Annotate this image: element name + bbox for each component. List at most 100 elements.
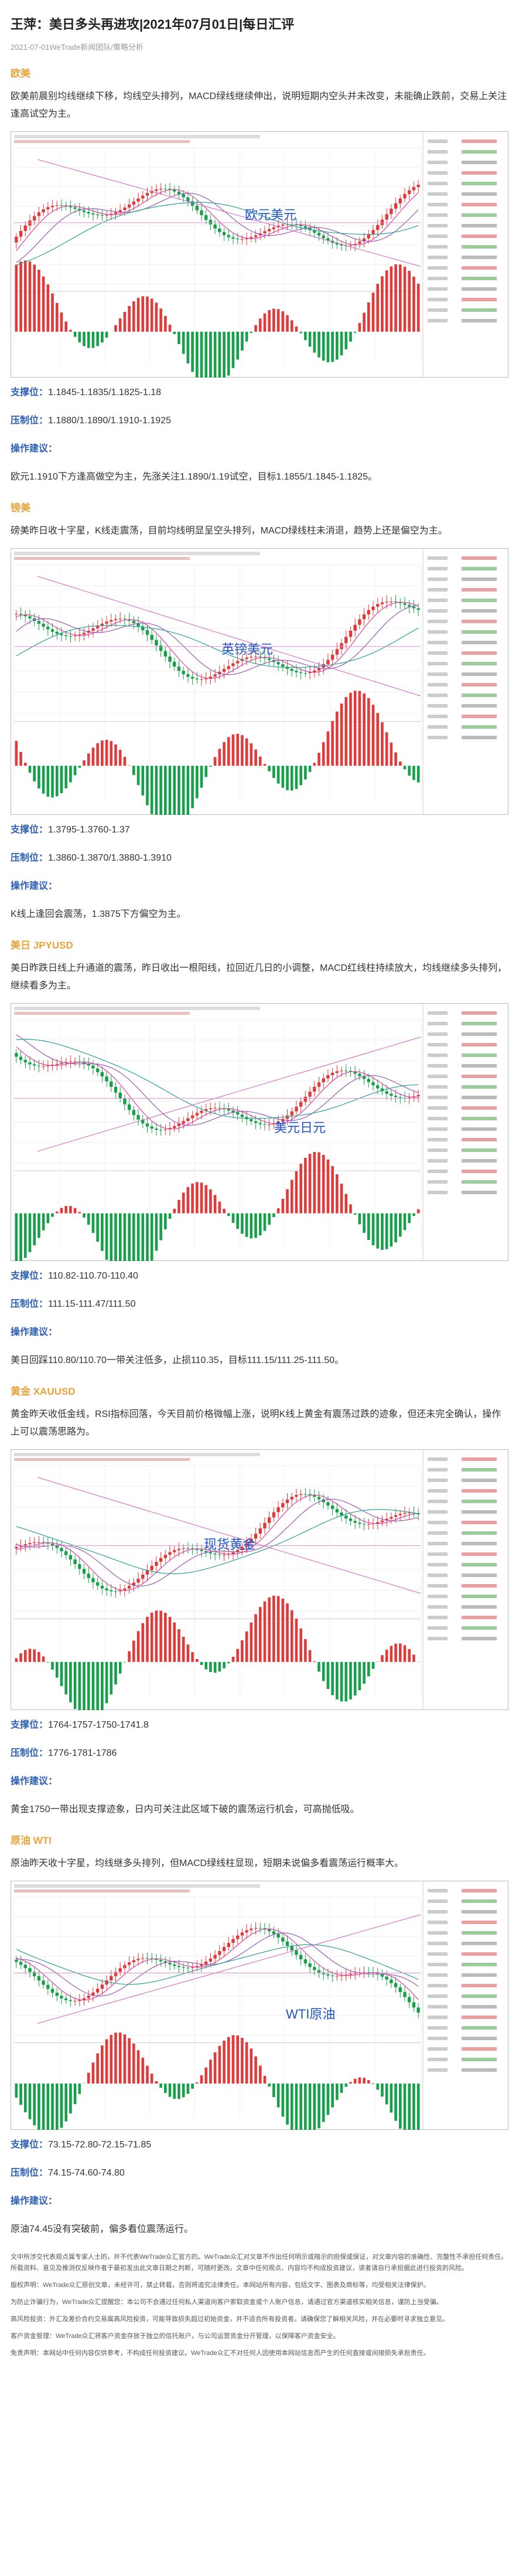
macd-bar xyxy=(182,1636,185,1662)
candle-body xyxy=(50,1989,54,1993)
macd-bar xyxy=(73,2084,77,2105)
panel-row xyxy=(462,171,497,175)
candle-body xyxy=(114,1972,118,1976)
panel-row xyxy=(428,577,448,581)
macd-bar xyxy=(105,739,108,766)
candle-body xyxy=(326,1075,330,1079)
section-heading: 欧美 xyxy=(11,68,30,79)
panel-row xyxy=(428,683,448,687)
candle-body xyxy=(60,1548,63,1552)
macd-bar xyxy=(403,1213,407,1231)
candle-body xyxy=(91,213,95,215)
macd-bar xyxy=(209,1189,212,1214)
macd-bar xyxy=(136,766,140,786)
panel-row xyxy=(462,1117,497,1120)
candle-body xyxy=(403,1097,407,1099)
macd-bar xyxy=(173,766,176,815)
macd-bar xyxy=(344,1661,348,1702)
macd-bar xyxy=(42,2084,45,2130)
candle-body xyxy=(82,1569,86,1574)
candle-body xyxy=(163,1129,168,1130)
resistance-line-value: 111.15-111.47/111.50 xyxy=(48,1299,136,1309)
candle-body xyxy=(177,1549,181,1551)
panel-row xyxy=(428,599,448,602)
macd-bar xyxy=(209,1661,212,1673)
panel-row xyxy=(428,1584,448,1588)
panel-row xyxy=(428,298,448,301)
macd-bar xyxy=(132,766,135,775)
candle-body xyxy=(78,2000,81,2001)
macd-bar xyxy=(416,283,420,332)
candle-body xyxy=(136,198,140,202)
macd-bar xyxy=(254,1614,257,1662)
macd-bar xyxy=(336,1174,339,1214)
candle-body xyxy=(145,193,149,196)
candle-body xyxy=(110,1976,113,1980)
macd-bar xyxy=(128,2038,131,2084)
candle-body xyxy=(33,1972,36,1976)
candle-body xyxy=(308,1963,312,1967)
macd-bar xyxy=(290,1610,293,1662)
candle-body xyxy=(281,664,285,667)
candle-body xyxy=(73,207,77,209)
macd-bar xyxy=(159,2084,162,2088)
macd-bar xyxy=(164,1213,167,1229)
macd-bar xyxy=(51,2084,54,2130)
macd-bar xyxy=(123,2034,127,2084)
macd-bar xyxy=(317,331,320,358)
candle-body xyxy=(416,1095,420,1097)
panel-row xyxy=(428,1500,448,1503)
candle-body xyxy=(91,628,95,631)
macd-bar xyxy=(15,1658,18,1662)
candle-body xyxy=(177,191,181,195)
candle-body xyxy=(317,1970,321,1973)
resistance-line: 压制位：111.15-111.47/111.50 xyxy=(11,1297,508,1311)
macd-bar xyxy=(398,1643,402,1662)
macd-bar xyxy=(118,1661,122,1674)
macd-bar xyxy=(258,2065,262,2084)
candle-body xyxy=(127,1962,131,1965)
macd-bar xyxy=(299,1628,302,1662)
candle-body xyxy=(344,637,348,643)
candle-body xyxy=(141,1574,145,1579)
candle-body xyxy=(240,239,244,240)
macd-bar xyxy=(141,296,145,332)
candle-body xyxy=(145,1958,149,1959)
candle-body xyxy=(322,1499,325,1503)
candle-body xyxy=(64,1551,68,1555)
disclaimer-paragraph: 客户资金管理：WeTrade众汇将客户资金存放于独立的信托账户，与公司运营资金分… xyxy=(11,2333,340,2340)
macd-bar xyxy=(182,1192,185,1214)
macd-bar xyxy=(60,766,63,793)
macd-bar xyxy=(213,1661,217,1673)
macd-bar xyxy=(317,1661,320,1672)
candle-body xyxy=(295,1106,298,1112)
macd-bar xyxy=(51,1661,54,1670)
candle-body xyxy=(218,1951,221,1955)
panel-row xyxy=(428,1075,448,1078)
panel-row xyxy=(462,287,497,291)
macd-bar xyxy=(371,1661,375,1669)
macd-bar xyxy=(227,1661,230,1664)
macd-bar xyxy=(412,276,415,332)
macd-bar xyxy=(173,1622,176,1662)
panel-row xyxy=(462,588,497,592)
advice: 欧元1.1910下方逢高做空为主，先涨关注1.1890/1.19试空，目标1.1… xyxy=(11,472,378,482)
panel-row xyxy=(462,1489,497,1493)
macd-bar xyxy=(128,305,131,332)
candle-body xyxy=(82,1998,86,2000)
panel-row xyxy=(462,161,497,164)
candle-body xyxy=(123,207,127,210)
candle-body xyxy=(240,1114,244,1117)
macd-bar xyxy=(33,1213,36,1246)
candle-body xyxy=(371,230,375,235)
macd-bar xyxy=(15,1213,18,1261)
resistance-line-label: 压制位： xyxy=(11,853,49,863)
candle-body xyxy=(231,1110,235,1113)
macd-bar xyxy=(412,1213,415,1216)
panel-row xyxy=(462,704,497,708)
macd-bar xyxy=(304,1157,307,1214)
panel-row xyxy=(428,1479,448,1482)
macd-bar xyxy=(408,2084,411,2130)
macd-bar xyxy=(241,331,244,351)
panel-row xyxy=(428,2005,448,2009)
